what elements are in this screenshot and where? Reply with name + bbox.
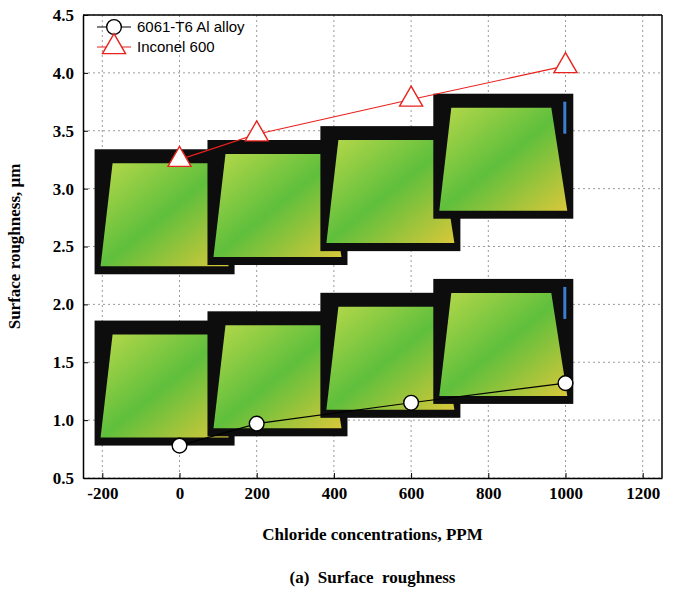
legend-item: 6061-T6 Al alloy [97,18,245,35]
surface-image-plane [439,293,567,396]
surface-image-scale [563,287,566,319]
surface-images [95,94,574,446]
tick-mark [83,362,88,363]
legend-marker [107,20,122,35]
axis-line [84,478,663,480]
tick: 0.5 [53,469,88,488]
tick: 4.5 [53,6,88,25]
tick: 2.0 [53,295,88,314]
tick: 600 [399,473,425,503]
frame-top [83,14,662,16]
surface-image-plane [439,108,567,211]
y-axis: 0.5 1.0 1.5 2.0 2.5 3.0 3.5 4.0 4.5 [53,6,88,488]
tick-label: 2.0 [53,295,74,314]
tick-mark [83,189,88,190]
x-axis: -200 0 200 400 600 800 1000 1200 [84,473,663,503]
tick-label: 1.0 [53,411,74,430]
frame-right [661,15,663,478]
series-point [554,53,577,73]
tick-mark [83,420,88,421]
tick-mark [83,73,88,74]
series-point [249,416,264,431]
grid-line-y [83,15,662,16]
series-point [404,395,419,410]
tick-label: 3.5 [53,122,74,141]
tick-mark [83,478,88,479]
legend-label: Inconel 600 [137,38,215,55]
legend-marker [102,34,125,54]
tick: 1000 [549,473,583,503]
tick-label: 3.0 [53,180,74,199]
tick-mark [643,473,644,478]
tick-label: 200 [244,484,270,503]
surface-image-bg [433,94,573,219]
tick-label: 4.5 [53,6,74,25]
tick-label: -200 [87,484,118,503]
grid-line-y [83,478,662,479]
tick: 0 [176,473,185,503]
tick: 800 [476,473,502,503]
tick-mark [83,304,88,305]
tick-mark [488,473,489,478]
tick: 2.5 [53,237,88,256]
data [168,53,577,453]
y-axis-title: Surface roughness, μm [5,164,24,330]
series-line [180,66,566,160]
series-point [245,121,268,141]
series-point [172,438,187,453]
tick-mark [83,247,88,248]
series-point [400,86,423,106]
tick-label: 4.0 [53,64,74,83]
tick-label: 1.5 [53,353,74,372]
legend-label: 6061-T6 Al alloy [137,18,245,35]
tick: 3.5 [53,122,88,141]
plot-area: -200 0 200 400 600 800 1000 1200 0.5 1.0 1.5 2.0 2.5… [53,6,663,503]
tick: 1200 [626,473,660,503]
tick-label: 1200 [626,484,660,503]
tick: 4.0 [53,64,88,83]
series-line [180,383,566,446]
tick-mark [102,473,103,478]
tick: -200 [87,473,118,503]
tick: 400 [322,473,348,503]
tick-mark [83,131,88,132]
grid [83,15,662,478]
tick-label: 2.5 [53,237,74,256]
tick: 200 [244,473,270,503]
tick-mark [334,473,335,478]
tick: 3.0 [53,180,88,199]
tick-label: 400 [322,484,348,503]
series-point [168,146,191,166]
tick-label: 0.5 [53,469,74,488]
tick-mark [411,473,412,478]
tick-mark [180,473,181,478]
tick-mark [257,473,258,478]
grid-line-x [565,15,566,478]
tick: 1.5 [53,353,88,372]
tick-label: 800 [476,484,502,503]
legend: 6061-T6 Al alloy Inconel 600 [97,18,245,55]
surface-image [433,94,573,219]
x-axis-title: Chloride concentrations, PPM [262,525,483,544]
tick-label: 0 [176,484,185,503]
tick: 1.0 [53,411,88,430]
tick-label: 1000 [549,484,583,503]
tick-mark [566,473,567,478]
chart-title: (a) Surface roughness [290,568,456,587]
legend-item: Inconel 600 [97,34,215,55]
tick-label: 600 [399,484,425,503]
chart: -200 0 200 400 600 800 1000 1200 0.5 1.0 1.5 2.0 2.5… [0,0,676,603]
series-point [558,376,573,391]
surface-image-scale [563,102,566,134]
